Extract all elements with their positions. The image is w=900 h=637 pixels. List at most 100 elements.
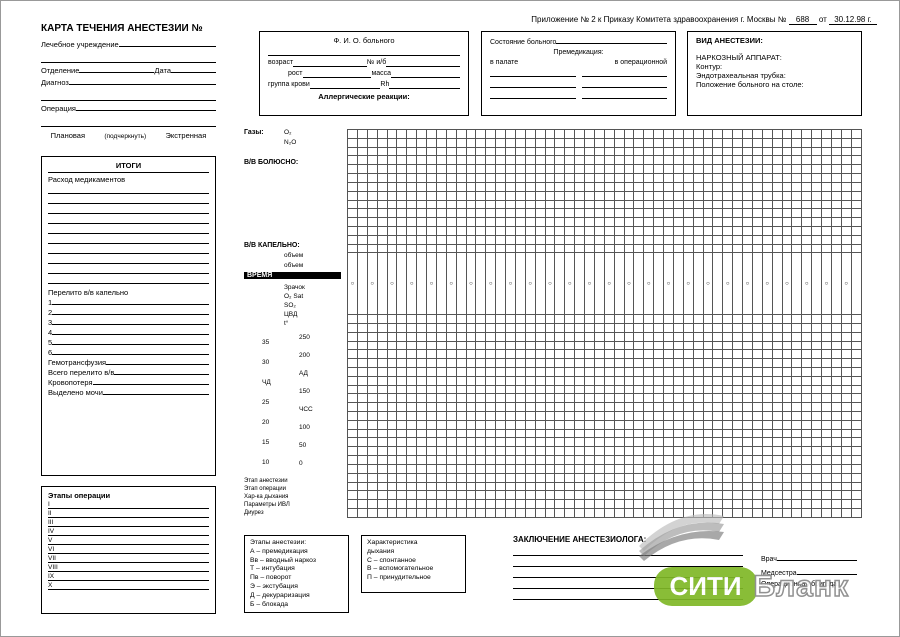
vital-left-label: 30 xyxy=(262,359,269,366)
vital-left-label: 15 xyxy=(262,439,269,446)
bolus-label: В/В БОЛЮСНО: xyxy=(244,159,298,166)
position-label: Положение больного на столе: xyxy=(696,80,853,89)
bloodloss-label: Кровопотеря xyxy=(48,378,93,387)
meds-line xyxy=(48,264,209,274)
drip-line: 6 xyxy=(48,347,209,357)
appendix-line: Приложение № 2 к Приказу Комитета здраво… xyxy=(531,15,877,25)
totaliv-label: Всего перелито в/в xyxy=(48,368,114,377)
drip-vol1: объем xyxy=(284,252,303,259)
blood-label: группа крови xyxy=(268,81,310,89)
vital-right-label: 100 xyxy=(299,424,310,431)
hemo-label: Гемотрансфузия xyxy=(48,358,106,367)
stages-title: Этапы операции xyxy=(48,491,209,500)
gas-o2: O₂ xyxy=(284,129,292,136)
dept-label: Отделение xyxy=(41,66,79,75)
stage-line: VI xyxy=(48,545,209,554)
meds-line xyxy=(48,234,209,244)
time-sublabel: SO₂ xyxy=(284,302,296,309)
appendix-text: Приложение № 2 к Приказу Комитета здраво… xyxy=(531,15,786,24)
stage-line: IX xyxy=(48,572,209,581)
weight-label: масса xyxy=(371,70,391,78)
underline-note: (подчеркнуть) xyxy=(104,133,146,140)
grid-bottom-row-label: Этап операции xyxy=(244,486,286,492)
vital-left-label: 20 xyxy=(262,419,269,426)
legend2-item: В – вспомогательное xyxy=(367,565,460,574)
stage-line: I xyxy=(48,500,209,509)
nurse-label: Медсестра xyxy=(761,570,797,577)
histno-label: № и/б xyxy=(367,59,386,67)
tube-label: Эндотрахеальная трубка: xyxy=(696,71,853,80)
form-title: КАРТА ТЕЧЕНИЯ АНЕСТЕЗИИ № xyxy=(41,23,203,34)
vital-right-label: 250 xyxy=(299,334,310,341)
grid-bottom-row-label: Параметры ИВЛ xyxy=(244,502,290,508)
appendix-date: 30.12.98 г. xyxy=(829,15,877,25)
stages-box: Этапы операции IIIIIIIVVVIVIIVIIIIXX xyxy=(41,486,216,614)
atype-title: ВИД АНЕСТЕЗИИ: xyxy=(696,36,853,45)
stage-line: VII xyxy=(48,554,209,563)
legend-breathing: Характеристика дыхания С – спонтанноеВ –… xyxy=(361,535,466,593)
height-label: рост xyxy=(288,70,303,78)
gases-label: Газы: xyxy=(244,129,264,136)
grid-area: Газы: O₂ N₂O В/В БОЛЮСНО: В/В КАПЕЛЬНО: … xyxy=(244,129,862,518)
fio-label: Ф. И. О. больного xyxy=(268,36,460,45)
drip-line: 4 xyxy=(48,327,209,337)
legend1-item: Пв – поворот xyxy=(250,574,343,583)
time-label: ВРЕМЯ xyxy=(244,272,341,279)
age-label: возраст xyxy=(268,59,293,67)
rh-label: Rh xyxy=(380,81,389,89)
legend2-sub: дыхания xyxy=(367,548,460,557)
planned-label: Плановая xyxy=(51,131,85,140)
stage-line: X xyxy=(48,581,209,590)
gas-n2o: N₂O xyxy=(284,139,296,146)
meds-line xyxy=(48,184,209,194)
date-label: Дата xyxy=(154,66,171,75)
team-label: Операционная бригада: xyxy=(761,581,857,588)
grid-bottom-row-label: Этап анестезии xyxy=(244,478,288,484)
legend1-item: Т – интубация xyxy=(250,565,343,574)
itogi-title: ИТОГИ xyxy=(48,161,209,173)
allergy-label: Аллергические реакции: xyxy=(268,92,460,101)
itogi-box: ИТОГИ Расход медикаментов Перелито в/в к… xyxy=(41,156,216,476)
meds-line xyxy=(48,274,209,284)
vital-left-label: 10 xyxy=(262,459,269,466)
apparatus-label: НАРКОЗНЫЙ АППАРАТ: xyxy=(696,53,853,62)
vital-right-label: 0 xyxy=(299,460,303,467)
signatures-block: Врач Медсестра Операционная бригада: xyxy=(761,553,857,592)
drip-line: 5 xyxy=(48,337,209,347)
vital-right-label: ЧСС xyxy=(299,406,313,413)
time-sublabel: O₂ Sat xyxy=(284,293,303,300)
urine-label: Выделено мочи xyxy=(48,388,103,397)
state-label: Состояние больного xyxy=(490,39,556,46)
legend2-item: С – спонтанное xyxy=(367,557,460,566)
legend2-title: Характеристика xyxy=(367,539,460,548)
stage-line: IV xyxy=(48,527,209,536)
dripsec-label: В/В КАПЕЛЬНО: xyxy=(244,242,300,249)
time-sublabel: ЦВД xyxy=(284,311,297,318)
premed-label: Премедикация: xyxy=(490,49,667,56)
stage-line: II xyxy=(48,509,209,518)
vital-right-label: 50 xyxy=(299,442,306,449)
meds-line xyxy=(48,244,209,254)
drip-line: 1 xyxy=(48,297,209,307)
legend1-item: Д – декураризация xyxy=(250,592,343,601)
opr-label: в операционной xyxy=(615,59,667,66)
legend-anesthesia-stages: Этапы анестезии: А – премедикацияВв – вв… xyxy=(244,535,349,613)
contour-label: Контур: xyxy=(696,62,853,71)
patient-box: Ф. И. О. больного возраст № и/б рост масса… xyxy=(259,31,469,116)
ward-label: в палате xyxy=(490,59,518,66)
drip-line: 3 xyxy=(48,317,209,327)
appendix-from: от xyxy=(819,15,827,24)
vital-right-label: 150 xyxy=(299,388,310,395)
vital-right-label: АД xyxy=(299,370,308,377)
vital-right-label: 200 xyxy=(299,352,310,359)
vital-left-label: ЧД xyxy=(262,379,271,386)
meds-line xyxy=(48,224,209,234)
legend1-item: Э – экстубация xyxy=(250,583,343,592)
institution-label: Лечебное учреждение xyxy=(41,40,119,49)
stage-line: V xyxy=(48,536,209,545)
anesthesia-type-box: ВИД АНЕСТЕЗИИ: НАРКОЗНЫЙ АППАРАТ: Контур… xyxy=(687,31,862,116)
legend1-item: А – премедикация xyxy=(250,548,343,557)
operation-label: Операция xyxy=(41,104,76,113)
grid-bottom-row-label: Диурез xyxy=(244,510,264,516)
chart-grid: ○○○○○○○○○○○○○○○○○○○○○○○○○○ xyxy=(347,129,862,518)
